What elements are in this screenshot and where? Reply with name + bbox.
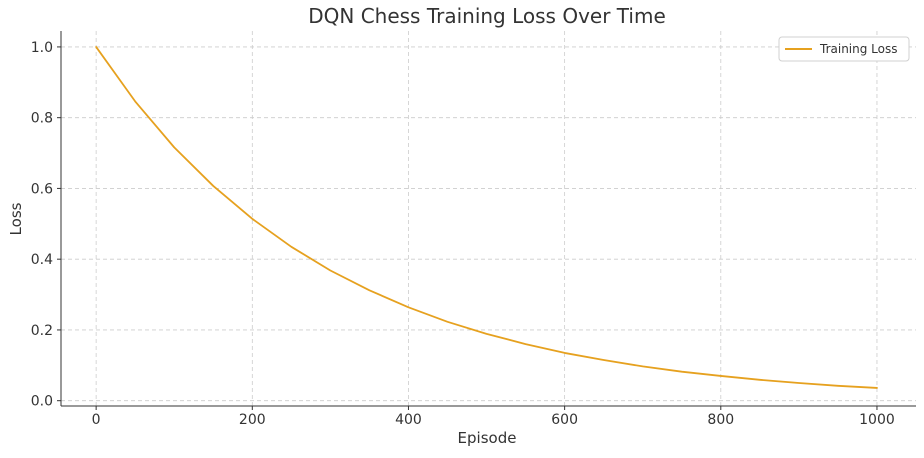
axes — [60, 31, 916, 407]
legend-label: Training Loss — [819, 42, 897, 56]
y-tick-label: 0.2 — [31, 323, 53, 339]
y-axis-label: Loss — [7, 202, 25, 235]
y-tick-label: 0.6 — [31, 181, 53, 197]
x-tick-label: 600 — [551, 412, 578, 428]
series-layer — [95, 46, 878, 389]
x-axis-label: Episode — [458, 429, 517, 447]
x-tick-label: 1000 — [859, 412, 895, 428]
x-tick-label: 400 — [395, 412, 422, 428]
x-tick-label: 800 — [707, 412, 734, 428]
grid — [61, 31, 916, 406]
x-tick-label: 200 — [239, 412, 266, 428]
x-tick-label: 0 — [92, 412, 101, 428]
y-tick-label: 1.0 — [31, 40, 53, 56]
y-tick-label: 0.0 — [31, 394, 53, 410]
series-line-training-loss — [95, 46, 878, 389]
ticks: 0 200 400 600 800 1000 0.0 0.2 0.4 0.6 0.8 1.0 — [31, 40, 895, 428]
legend: Training Loss — [778, 36, 910, 62]
legend-box — [778, 36, 910, 62]
chart-title: DQN Chess Training Loss Over Time — [308, 4, 666, 28]
y-tick-label: 0.4 — [31, 252, 53, 268]
y-tick-label: 0.8 — [31, 111, 53, 127]
